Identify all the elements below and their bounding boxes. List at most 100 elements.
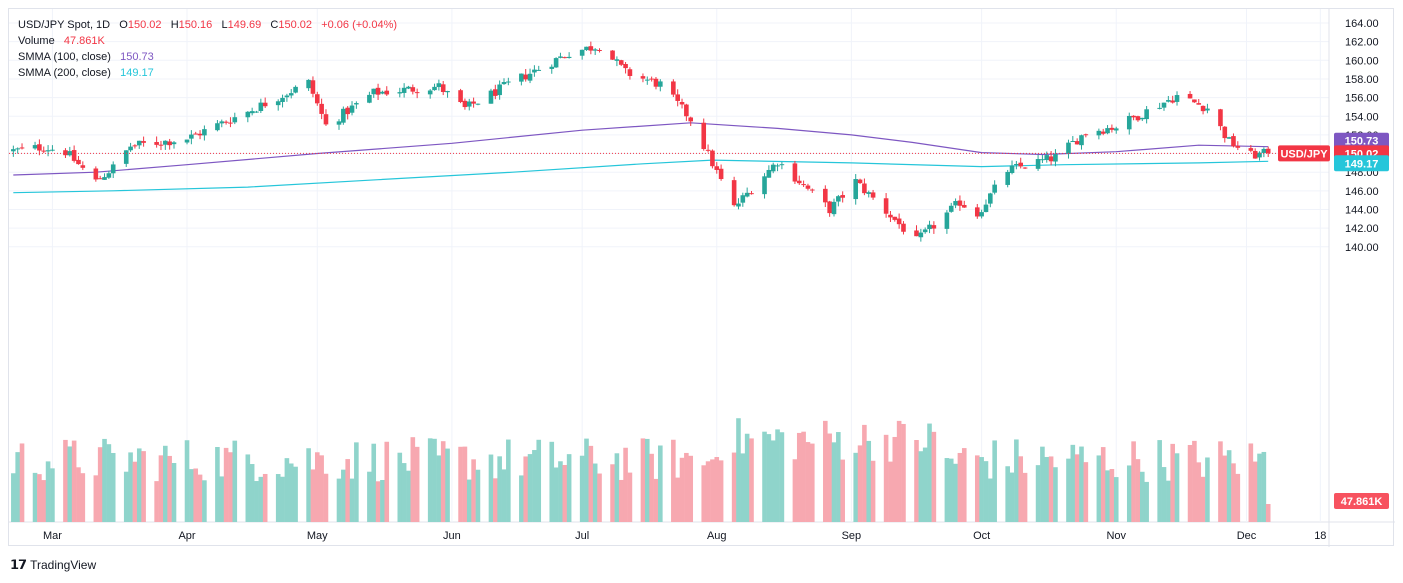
volume-bar (901, 423, 906, 522)
candle-body (523, 74, 529, 80)
candle-body (371, 88, 377, 95)
candle-body (397, 92, 403, 94)
close-value: 150.02 (278, 19, 313, 31)
volume-bar (1096, 455, 1102, 522)
volume-bar (154, 481, 159, 522)
volume-bar (106, 444, 112, 522)
volume-bar (775, 429, 780, 522)
volume-bar (1226, 450, 1232, 522)
volume-bar (189, 469, 194, 522)
symbol-title[interactable]: USD/JPY Spot, 1D (18, 19, 111, 31)
candle-body (1113, 128, 1119, 131)
volume-bar (414, 446, 420, 522)
candle-body (1109, 127, 1115, 130)
candle-body (202, 129, 207, 136)
candle-body (623, 63, 628, 69)
candle-body (280, 97, 285, 102)
symbol-badge: USD/JPY (1280, 148, 1328, 160)
volume-bar (957, 452, 963, 522)
candle-body (506, 81, 511, 83)
x-tick-label: Aug (707, 530, 727, 542)
candle-body (349, 105, 355, 113)
smma100-label: SMMA (100, close) (18, 51, 111, 63)
candle-body (718, 168, 724, 180)
volume-bar (640, 438, 646, 522)
candle-body (1144, 109, 1149, 120)
smma200-legend-row[interactable]: SMMA (200, close) 149.17 (18, 65, 397, 81)
volume-bar (831, 442, 837, 522)
volume-bar (1040, 446, 1045, 522)
smma200-legend-value: 149.17 (120, 67, 154, 79)
volume-bar (314, 452, 320, 522)
volume-bar (249, 464, 255, 522)
candle-body (710, 150, 715, 167)
chart-frame[interactable]: 164.00162.00160.00158.00156.00154.00152.… (8, 8, 1395, 547)
candle-body (106, 173, 112, 178)
candle-body (1022, 167, 1028, 169)
volume-bar (458, 446, 463, 522)
candle-body (653, 78, 659, 87)
candle-body (957, 200, 963, 206)
candle-body (306, 79, 311, 89)
candle-body (749, 193, 754, 195)
candle-body (701, 122, 707, 150)
candle-body (853, 179, 859, 200)
volume-bar (1126, 465, 1132, 522)
volume-bar (779, 432, 785, 522)
candle-body (488, 90, 494, 104)
x-tick-label: Jul (575, 530, 589, 542)
volume-legend-row[interactable]: Volume 47.861K (18, 33, 397, 49)
volume-bar (827, 433, 832, 522)
candle-body (262, 102, 268, 107)
candle-body (288, 93, 294, 96)
price-chart[interactable]: 164.00162.00160.00158.00156.00154.00152.… (9, 9, 1395, 547)
ohlc-row: USD/JPY Spot, 1D O150.02 H150.16 L149.69… (18, 17, 397, 33)
volume-bar (1161, 467, 1167, 522)
volume-bar (870, 460, 876, 522)
volume-bar (471, 459, 476, 522)
candle-body (345, 107, 350, 115)
volume-bar (988, 478, 993, 522)
candle-body (888, 214, 893, 218)
volume-bar (401, 463, 407, 522)
volume-bar (323, 473, 329, 522)
volume-bar (931, 431, 937, 522)
volume-bar (436, 455, 442, 522)
candle-body (553, 58, 559, 68)
volume-bar (432, 438, 437, 522)
candle-body (1040, 159, 1045, 161)
volume-bar (32, 472, 38, 522)
candle-body (445, 91, 450, 93)
candle-body (927, 224, 932, 230)
volume-bar (823, 420, 828, 522)
tradingview-logo-icon: 𝟭𝟳 (10, 557, 27, 572)
volume-bar (644, 438, 650, 522)
y-tick-label: 140.00 (1345, 242, 1379, 254)
volume-bar (319, 455, 324, 522)
smma100-legend-row[interactable]: SMMA (100, close) 150.73 (18, 49, 397, 65)
candle-body (857, 179, 863, 184)
volume-bar (440, 441, 446, 522)
candle-body (1252, 150, 1258, 159)
candle-body (658, 81, 663, 87)
volume-bar (1192, 440, 1197, 522)
candle-body (961, 204, 967, 208)
candle-body (171, 142, 177, 145)
candle-body (840, 195, 845, 198)
volume-bar (1070, 444, 1076, 522)
candle-body (558, 56, 563, 58)
volume-bar (961, 448, 967, 522)
candle-body (71, 150, 77, 161)
candle-body (167, 141, 172, 146)
volume-legend-value: 47.861K (63, 35, 105, 47)
candle-body (384, 90, 390, 95)
footer-branding[interactable]: 𝟭𝟳 TradingView (10, 557, 96, 573)
candle-body (1074, 141, 1080, 145)
candle-body (671, 81, 676, 95)
volume-bar (627, 472, 633, 522)
volume-bar (132, 461, 138, 522)
volume-bar (914, 440, 919, 522)
volume-bar (922, 447, 928, 522)
volume-bar (71, 440, 77, 522)
volume-bar (97, 447, 103, 522)
